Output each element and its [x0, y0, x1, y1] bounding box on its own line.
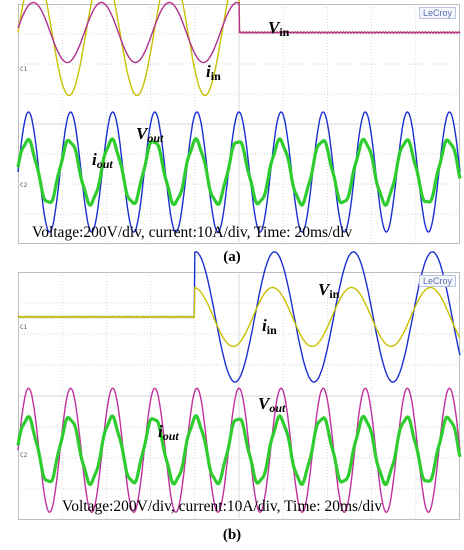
- panel-a: LeCroy C1 C2 Vin iin Vout iout Voltage:2…: [0, 0, 464, 270]
- trace-iout: [16, 414, 462, 487]
- caption-a: (a): [223, 249, 241, 265]
- channel-marker-a1: C1: [20, 66, 28, 73]
- channel-marker-b2: C2: [20, 452, 28, 459]
- channel-marker-a2: C2: [20, 182, 28, 189]
- label-vin-a: Vin: [268, 18, 290, 39]
- brand-logo-a: LeCroy: [418, 7, 456, 19]
- caption-b: (b): [222, 527, 242, 543]
- scope-screen-a: LeCroy C1 C2 Vin iin Vout iout Voltage:2…: [16, 0, 462, 244]
- waveform-plot-a: [16, 0, 462, 244]
- label-iout-a: iout: [92, 150, 113, 171]
- trace-vout: [17, 387, 461, 513]
- trace-iin: [17, 1, 461, 64]
- scope-screen-b: LeCroy C1 C2 Vin iin Vout iout Voltage:2…: [16, 251, 462, 520]
- waveform-plot-b: [16, 251, 462, 520]
- trace-vout: [17, 111, 461, 233]
- trace-iin: [17, 286, 461, 348]
- label-vout-a: Vout: [136, 124, 164, 145]
- settings-text-b: Voltage:200V/div, current:10A/div, Time:…: [62, 498, 383, 515]
- grid: [18, 272, 460, 520]
- trace-iout: [16, 137, 462, 207]
- panel-b: LeCroy C1 C2 Vin iin Vout iout Voltage:2…: [0, 251, 464, 550]
- label-vin-b: Vin: [318, 280, 340, 301]
- settings-text-a: Voltage:200V/div, current:10A/div, Time:…: [32, 224, 353, 241]
- label-vout-b: Vout: [258, 394, 286, 415]
- label-iin-b: iin: [262, 316, 277, 337]
- label-iout-b: iout: [158, 422, 179, 443]
- channel-marker-b1: C1: [20, 324, 28, 331]
- label-iin-a: iin: [206, 62, 221, 83]
- brand-logo-b: LeCroy: [418, 275, 456, 287]
